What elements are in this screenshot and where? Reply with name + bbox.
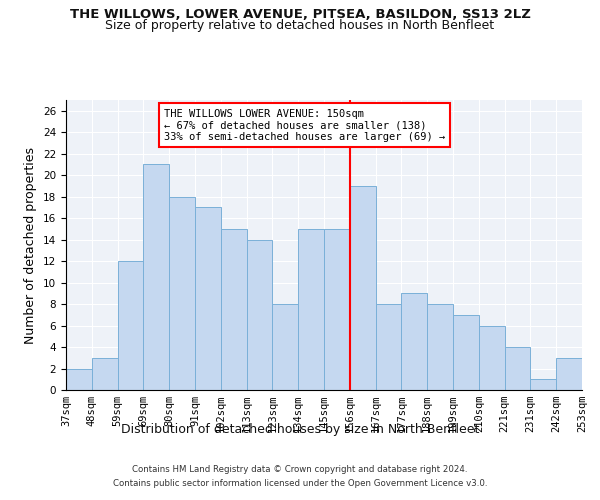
Bar bbox=[427, 304, 453, 390]
Bar bbox=[66, 368, 92, 390]
Bar bbox=[505, 347, 530, 390]
Bar bbox=[118, 261, 143, 390]
Bar bbox=[221, 229, 247, 390]
Bar bbox=[143, 164, 169, 390]
Text: Contains HM Land Registry data © Crown copyright and database right 2024.
Contai: Contains HM Land Registry data © Crown c… bbox=[113, 466, 487, 487]
Bar bbox=[272, 304, 298, 390]
Bar bbox=[298, 229, 324, 390]
Bar bbox=[376, 304, 401, 390]
Bar bbox=[401, 294, 427, 390]
Bar bbox=[530, 380, 556, 390]
Text: Size of property relative to detached houses in North Benfleet: Size of property relative to detached ho… bbox=[106, 18, 494, 32]
Bar bbox=[556, 358, 582, 390]
Y-axis label: Number of detached properties: Number of detached properties bbox=[25, 146, 37, 344]
Bar bbox=[350, 186, 376, 390]
Bar bbox=[169, 196, 195, 390]
Text: THE WILLOWS LOWER AVENUE: 150sqm
← 67% of detached houses are smaller (138)
33% : THE WILLOWS LOWER AVENUE: 150sqm ← 67% o… bbox=[164, 108, 445, 142]
Bar bbox=[324, 229, 350, 390]
Text: Distribution of detached houses by size in North Benfleet: Distribution of detached houses by size … bbox=[121, 422, 479, 436]
Bar bbox=[195, 208, 221, 390]
Bar bbox=[479, 326, 505, 390]
Text: THE WILLOWS, LOWER AVENUE, PITSEA, BASILDON, SS13 2LZ: THE WILLOWS, LOWER AVENUE, PITSEA, BASIL… bbox=[70, 8, 530, 20]
Bar bbox=[92, 358, 118, 390]
Bar bbox=[247, 240, 272, 390]
Bar bbox=[453, 315, 479, 390]
